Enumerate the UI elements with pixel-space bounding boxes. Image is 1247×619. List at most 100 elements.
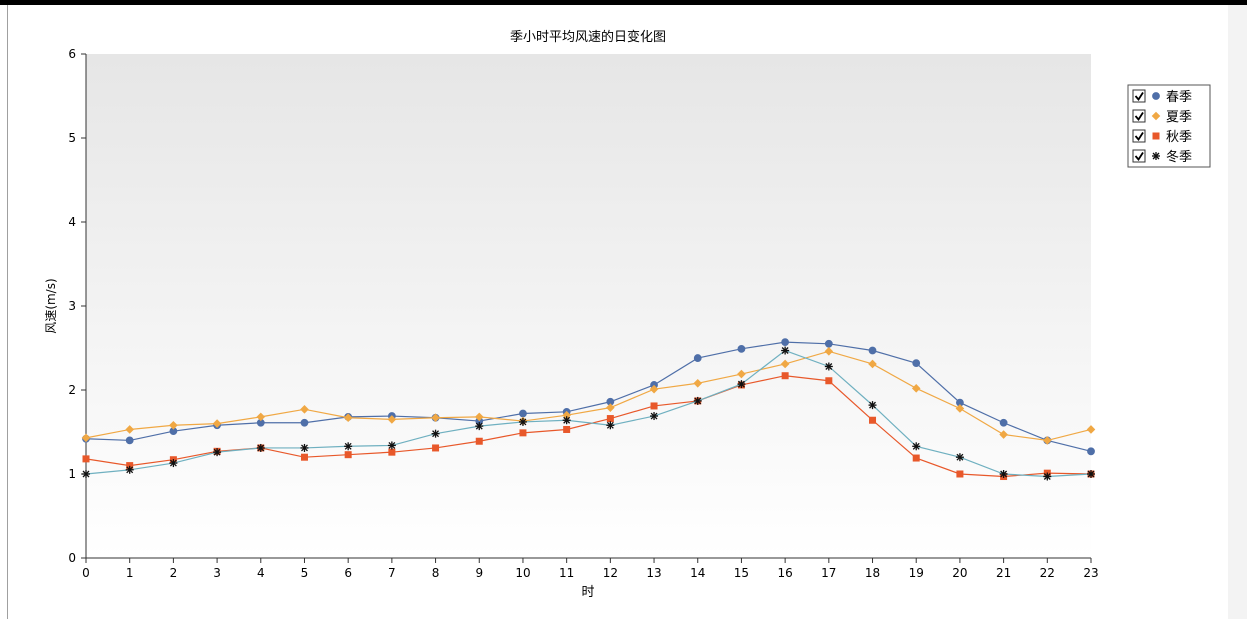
x-tick-label: 21 [996,566,1011,580]
data-point [300,443,309,452]
x-tick-label: 9 [475,566,483,580]
data-point [824,347,834,356]
data-point [518,417,527,426]
x-tick-label: 12 [603,566,618,580]
data-point [169,459,178,468]
data-point [737,380,746,389]
y-tick-label: 1 [68,467,76,481]
data-point [169,420,178,430]
data-point [256,412,266,422]
data-point [737,344,746,353]
series-4 [82,346,1095,481]
data-point [300,405,309,414]
legend-item: 夏季 [1132,109,1192,125]
data-point [387,441,396,450]
legend-marker [1152,132,1160,140]
series-line [85,349,1092,478]
data-point [693,396,702,405]
data-point [431,413,440,423]
chart-title: 季小时平均风速的日变化图 [510,29,666,45]
data-point [344,442,353,451]
data-point [781,372,789,380]
data-point [999,418,1008,427]
legend-label: 秋季 [1166,130,1192,145]
data-point [999,470,1008,478]
data-point [912,359,921,368]
data-point [212,419,222,428]
series-line [85,341,1092,452]
check-icon [1134,112,1144,122]
data-point [256,443,265,452]
data-point [956,470,964,478]
data-point [824,362,833,371]
data-point [650,402,658,410]
x-tick-label: 14 [690,566,705,580]
x-tick-label: 16 [777,566,792,580]
data-point [999,430,1008,439]
legend-marker [1152,92,1160,100]
data-point [912,454,920,462]
data-point [649,384,659,394]
data-point [474,412,484,422]
data-point [82,455,90,463]
y-tick-label: 6 [68,47,76,61]
x-tick-label: 3 [213,566,221,580]
x-tick-label: 23 [1083,566,1098,580]
data-point [606,415,614,423]
data-point [562,416,571,425]
x-tick-label: 6 [344,566,352,580]
data-point [519,429,527,437]
x-tick-label: 20 [952,566,967,580]
x-tick-label: 15 [734,566,749,580]
data-point [868,359,877,369]
legend-item: 冬季 [1132,149,1192,165]
data-point [1087,447,1095,456]
data-point [388,448,396,456]
data-point [825,377,833,385]
window-top-border [0,0,1247,5]
data-point [125,465,134,474]
legend-item: 春季 [1132,89,1192,105]
data-point [780,359,790,369]
data-point [869,416,877,424]
x-tick-label: 1 [126,566,134,580]
data-point [1043,436,1052,445]
x-tick-label: 5 [301,566,309,580]
data-point [868,401,877,410]
legend-label: 夏季 [1166,110,1192,125]
check-icon [1134,152,1144,162]
x-tick-label: 4 [257,566,265,580]
data-point [693,354,702,362]
series-line [85,350,1092,442]
series-group [81,338,1096,481]
window-right-strip [1228,5,1247,619]
data-point [781,338,790,347]
x-tick-label: 0 [82,566,90,580]
data-point [1043,472,1052,481]
y-tick-label: 2 [68,383,76,397]
data-point [126,462,134,470]
data-point [82,470,90,478]
x-tick-label: 8 [432,566,440,580]
data-point [431,429,440,438]
data-point [81,433,91,443]
data-point [343,413,353,423]
y-tick-label: 5 [68,131,76,145]
data-point [606,403,615,412]
data-point [693,378,703,388]
x-tick-label: 19 [909,566,924,580]
y-tick-label: 4 [68,215,76,229]
data-point [300,453,308,461]
data-point [300,418,309,427]
x-axis-title: 时 [581,585,594,600]
data-point [125,425,134,434]
data-point [563,425,571,433]
data-point [955,453,964,462]
check-icon [1134,92,1144,102]
data-point [955,404,965,413]
data-point [912,442,921,451]
check-icon [1134,132,1144,142]
